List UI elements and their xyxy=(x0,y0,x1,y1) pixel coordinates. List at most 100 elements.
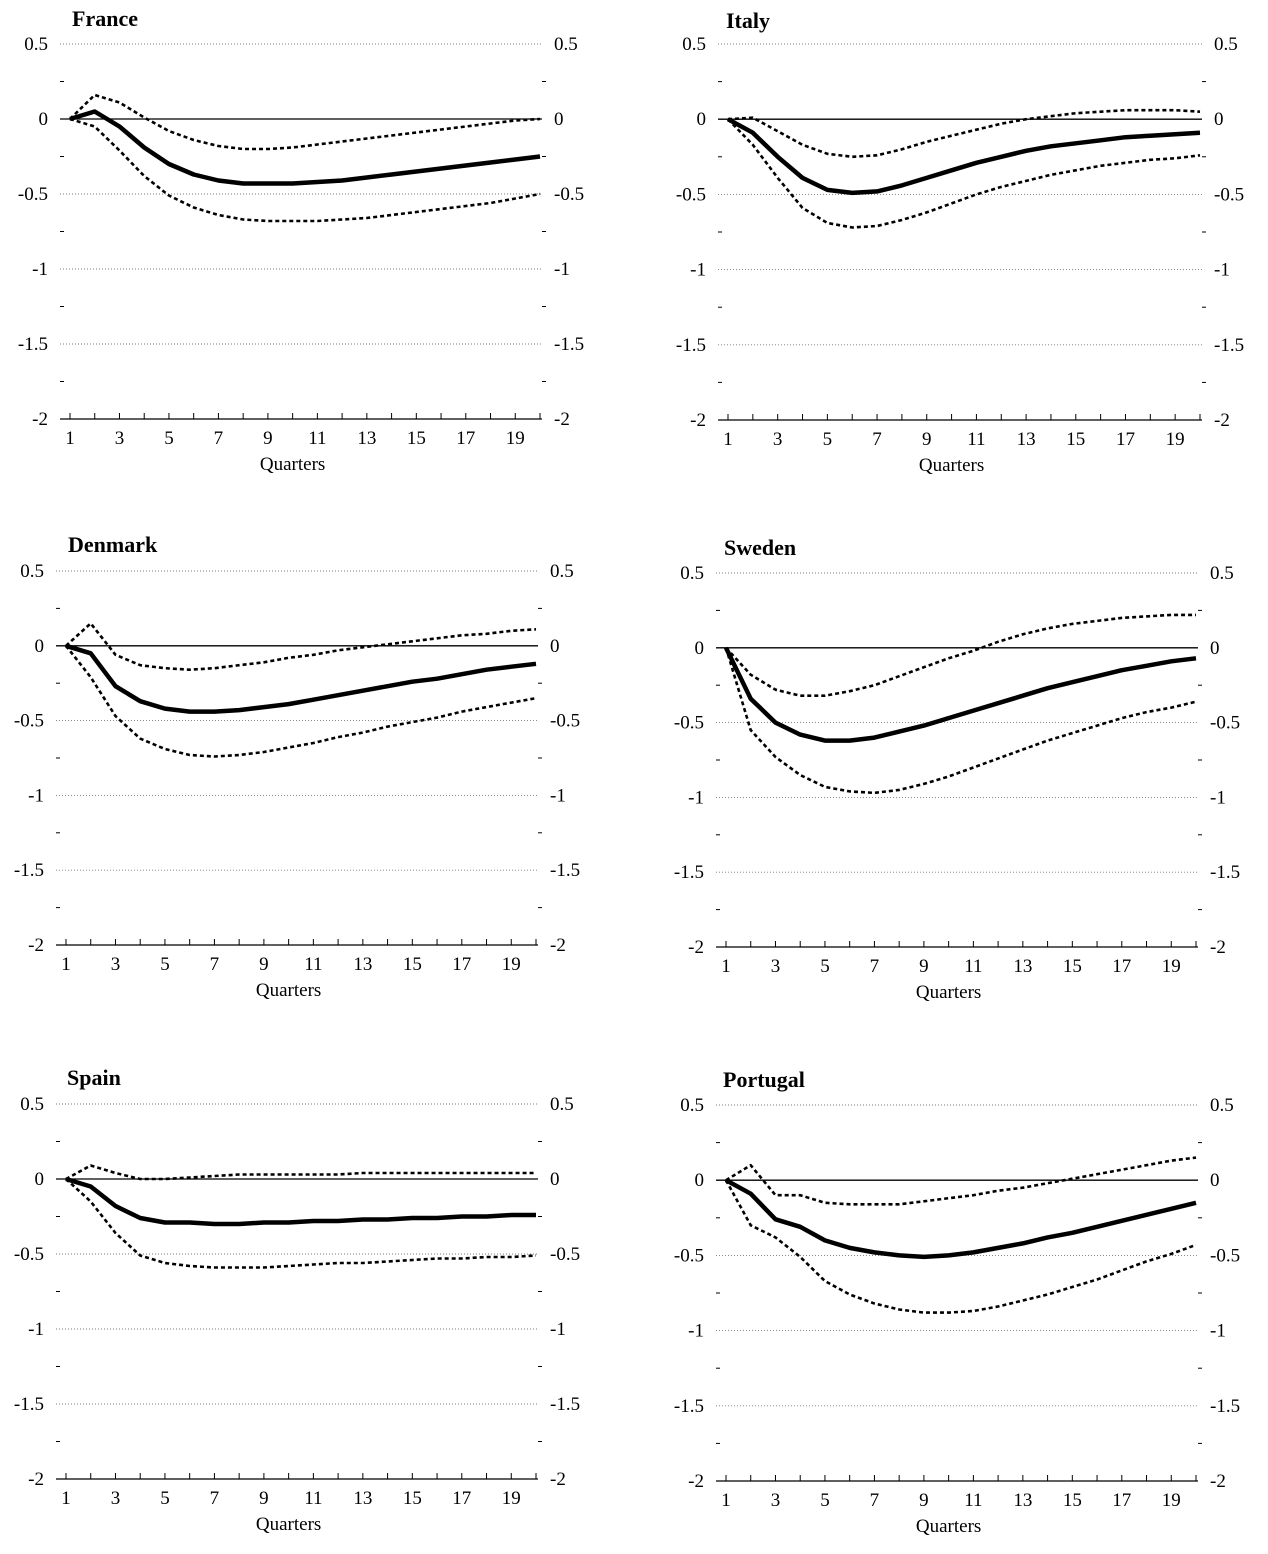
y-tick-label-right: -1.5 xyxy=(554,334,584,355)
y-tick-label-left: -2 xyxy=(688,937,704,958)
x-tick-label: 17 xyxy=(1116,429,1135,450)
x-tick-label: 17 xyxy=(452,954,471,975)
y-tick-label-left: -0.5 xyxy=(18,184,48,205)
y-tick-label-right: 0.5 xyxy=(1214,34,1238,55)
x-tick-label: 3 xyxy=(111,954,121,975)
x-tick-label: 7 xyxy=(872,429,882,450)
panel-title: Sweden xyxy=(724,535,796,560)
panel-title: France xyxy=(72,6,138,31)
y-tick-label-left: 0.5 xyxy=(20,561,44,582)
x-tick-label: 11 xyxy=(964,1490,982,1511)
x-tick-label: 3 xyxy=(773,429,783,450)
x-tick-label: 7 xyxy=(870,956,880,977)
x-tick-label: 15 xyxy=(1066,429,1085,450)
y-tick-label-right: -1.5 xyxy=(1214,335,1244,356)
x-tick-label: 3 xyxy=(771,956,781,977)
x-tick-label: 11 xyxy=(967,429,985,450)
x-tick-label: 1 xyxy=(721,956,731,977)
series-line-band-1 xyxy=(727,108,1201,159)
x-tick-label: 5 xyxy=(160,954,170,975)
y-tick-label-right: -2 xyxy=(550,1469,566,1490)
x-tick-label: 3 xyxy=(771,1490,781,1511)
x-tick-label: 5 xyxy=(160,1488,170,1509)
x-tick-label: 15 xyxy=(1063,956,1082,977)
y-tick-label-right: -2 xyxy=(1210,1471,1226,1492)
x-tick-label: 15 xyxy=(403,954,422,975)
x-tick-label: 9 xyxy=(919,1490,929,1511)
x-tick-label: 13 xyxy=(353,1488,372,1509)
series-line-band-2 xyxy=(64,644,537,758)
y-tick-label-right: -2 xyxy=(1210,937,1226,958)
y-tick-label-right: -2 xyxy=(1214,410,1230,431)
panel-title: Spain xyxy=(67,1065,121,1090)
y-tick-label-left: -1.5 xyxy=(18,334,48,355)
y-tick-label-left: 0 xyxy=(695,638,705,659)
x-tick-label: 9 xyxy=(263,428,273,449)
x-tick-label: 13 xyxy=(1013,1490,1032,1511)
y-tick-label-right: 0.5 xyxy=(554,34,578,55)
y-tick-label-left: 0 xyxy=(695,1170,705,1191)
x-tick-label: 5 xyxy=(820,1490,830,1511)
x-tick-label: 13 xyxy=(353,954,372,975)
y-tick-label-right: 0 xyxy=(550,636,560,657)
x-tick-label: 19 xyxy=(1166,429,1185,450)
x-axis-label: Quarters xyxy=(260,454,325,475)
y-tick-label-left: -1.5 xyxy=(674,862,704,883)
x-tick-label: 9 xyxy=(922,429,932,450)
x-tick-label: 7 xyxy=(210,954,220,975)
panel-title: Italy xyxy=(726,8,770,33)
y-tick-label-right: -1 xyxy=(1214,260,1230,281)
series-line-estimate xyxy=(726,117,1201,196)
x-tick-label: 9 xyxy=(919,956,929,977)
x-tick-label: 13 xyxy=(357,428,376,449)
y-tick-label-right: -1.5 xyxy=(550,860,580,881)
y-tick-label-right: -1 xyxy=(1210,787,1226,808)
y-tick-label-right: -0.5 xyxy=(1210,713,1240,734)
series-line-band-2 xyxy=(724,647,1197,795)
y-tick-label-right: -0.5 xyxy=(1210,1245,1240,1266)
x-tick-label: 3 xyxy=(111,1488,121,1509)
series-line-band-1 xyxy=(725,613,1196,698)
x-tick-label: 17 xyxy=(1112,1490,1131,1511)
x-tick-label: 9 xyxy=(259,1488,269,1509)
y-tick-label-left: 0.5 xyxy=(680,563,704,584)
x-tick-label: 19 xyxy=(502,954,521,975)
y-tick-label-right: -1.5 xyxy=(1210,862,1240,883)
y-tick-label-left: -1 xyxy=(690,260,706,281)
series-line-estimate xyxy=(723,646,1197,743)
y-tick-label-left: -2 xyxy=(28,1469,44,1490)
y-tick-label-right: 0 xyxy=(550,1169,560,1190)
series-line-band-1 xyxy=(65,1164,536,1181)
x-tick-label: 19 xyxy=(506,428,525,449)
y-tick-label-right: -1 xyxy=(1210,1321,1226,1342)
y-tick-label-left: 0 xyxy=(697,109,707,130)
x-tick-label: 13 xyxy=(1013,956,1032,977)
x-tick-label: 15 xyxy=(403,1488,422,1509)
y-tick-label-right: 0 xyxy=(1214,109,1224,130)
y-tick-label-right: 0.5 xyxy=(550,561,574,582)
series-line-estimate xyxy=(69,109,541,186)
x-tick-label: 3 xyxy=(115,428,125,449)
series-line-band-1 xyxy=(65,622,537,672)
x-tick-label: 1 xyxy=(721,1490,731,1511)
x-tick-label: 11 xyxy=(308,428,326,449)
y-tick-label-left: -1 xyxy=(28,785,44,806)
y-tick-label-left: -1 xyxy=(688,787,704,808)
y-tick-label-left: -1.5 xyxy=(676,335,706,356)
panel-title: Denmark xyxy=(68,532,158,557)
y-tick-label-right: 0.5 xyxy=(1210,563,1234,584)
y-tick-label-left: -1 xyxy=(28,1319,44,1340)
x-axis-label: Quarters xyxy=(916,1516,981,1537)
y-tick-label-left: -0.5 xyxy=(14,711,44,732)
x-tick-label: 9 xyxy=(259,954,269,975)
x-tick-label: 5 xyxy=(823,429,833,450)
y-tick-label-left: -1.5 xyxy=(14,1394,44,1415)
x-tick-label: 7 xyxy=(870,1490,880,1511)
x-tick-label: 5 xyxy=(164,428,174,449)
panel-portugal: Portugal 0.5 0.5 0 0 -0.5 -0.5 -1 -1 -1.5 -1.5 -2 -2… xyxy=(674,1067,1240,1537)
y-tick-label-right: 0.5 xyxy=(1210,1095,1234,1116)
y-tick-label-left: 0.5 xyxy=(682,34,706,55)
